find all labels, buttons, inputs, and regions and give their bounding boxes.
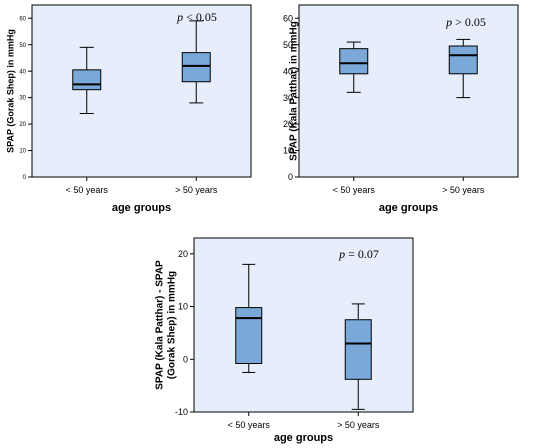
y-tick-label: 20 — [178, 249, 188, 259]
plot-area — [298, 4, 519, 178]
y-tick-label: 10 — [19, 149, 26, 155]
iqr-box — [72, 69, 102, 91]
y-tick-label: 40 — [19, 69, 26, 75]
box-2 — [181, 20, 211, 104]
x-tick-label: < 50 years — [228, 420, 271, 430]
y-tick-label: 20 — [283, 119, 293, 129]
chart-panel-1: 0 10 20 30 40 50 60 < 50 years > 50 years p < 0.0… — [5, 4, 252, 214]
x-axis-title: age groups — [274, 432, 333, 444]
box-1 — [235, 263, 263, 373]
y-tick-label: 40 — [283, 66, 293, 76]
box-2 — [448, 38, 478, 99]
box-1 — [72, 46, 102, 114]
x-tick-label: > 50 years — [337, 420, 380, 430]
iqr-box — [448, 45, 478, 75]
y-tick-label: 10 — [178, 302, 188, 312]
y-tick-label: 30 — [19, 96, 26, 102]
x-tick-label: < 50 years — [66, 185, 109, 195]
x-tick-label: < 50 years — [333, 185, 376, 195]
y-axis-title: SPAP (Gorak Shep) in mmHg — [5, 29, 15, 153]
x-tick-label: > 50 years — [175, 185, 218, 195]
iqr-box — [344, 319, 372, 380]
y-tick-label: 50 — [283, 40, 293, 50]
x-axis-title: age groups — [379, 202, 438, 214]
p-value-annotation: p > 0.05 — [445, 15, 486, 29]
x-axis-title: age groups — [112, 202, 171, 214]
iqr-box — [181, 52, 211, 83]
p-value-symbol: p — [338, 247, 345, 261]
plot-area — [193, 237, 414, 413]
chart-panel-2: 0 10 20 30 40 50 60 < 50 years > 50 years p > 0.0… — [283, 4, 519, 214]
y-axis-title: SPAP (Kala Patthar) - SPAP — [155, 260, 166, 390]
chart-panel-3: -10 0 10 20 < 50 years > 50 years p = 0.07 age … — [155, 237, 414, 444]
y-tick-label: 50 — [19, 43, 26, 49]
p-value-annotation: p < 0.05 — [176, 10, 217, 24]
box-1 — [339, 41, 369, 93]
y-tick-label: 0 — [23, 175, 27, 181]
y-tick-label: 60 — [19, 16, 26, 22]
y-tick-label: 20 — [19, 122, 26, 128]
y-tick-label: 0 — [183, 354, 188, 364]
box-2 — [344, 303, 372, 410]
x-tick-label: > 50 years — [442, 185, 485, 195]
iqr-box — [235, 307, 263, 364]
y-tick-label: 30 — [283, 93, 293, 103]
p-value-text: < 0.05 — [183, 10, 217, 24]
p-value-text: = 0.07 — [345, 247, 379, 261]
y-tick-label: 0 — [288, 172, 293, 182]
y-axis-title: (Gorak Shep) in mmHg — [167, 271, 178, 379]
y-axis-title: SPAP (Kala Patthar) in mmHg — [289, 21, 300, 161]
iqr-box — [339, 48, 369, 75]
plot-area — [31, 4, 252, 178]
p-value-symbol: p — [445, 15, 452, 29]
y-tick-label: 60 — [283, 13, 293, 23]
y-tick-label: 10 — [283, 146, 293, 156]
p-value-symbol: p — [176, 10, 183, 24]
p-value-text: > 0.05 — [452, 15, 486, 29]
y-tick-label: -10 — [175, 407, 188, 417]
p-value-annotation: p = 0.07 — [338, 247, 379, 261]
